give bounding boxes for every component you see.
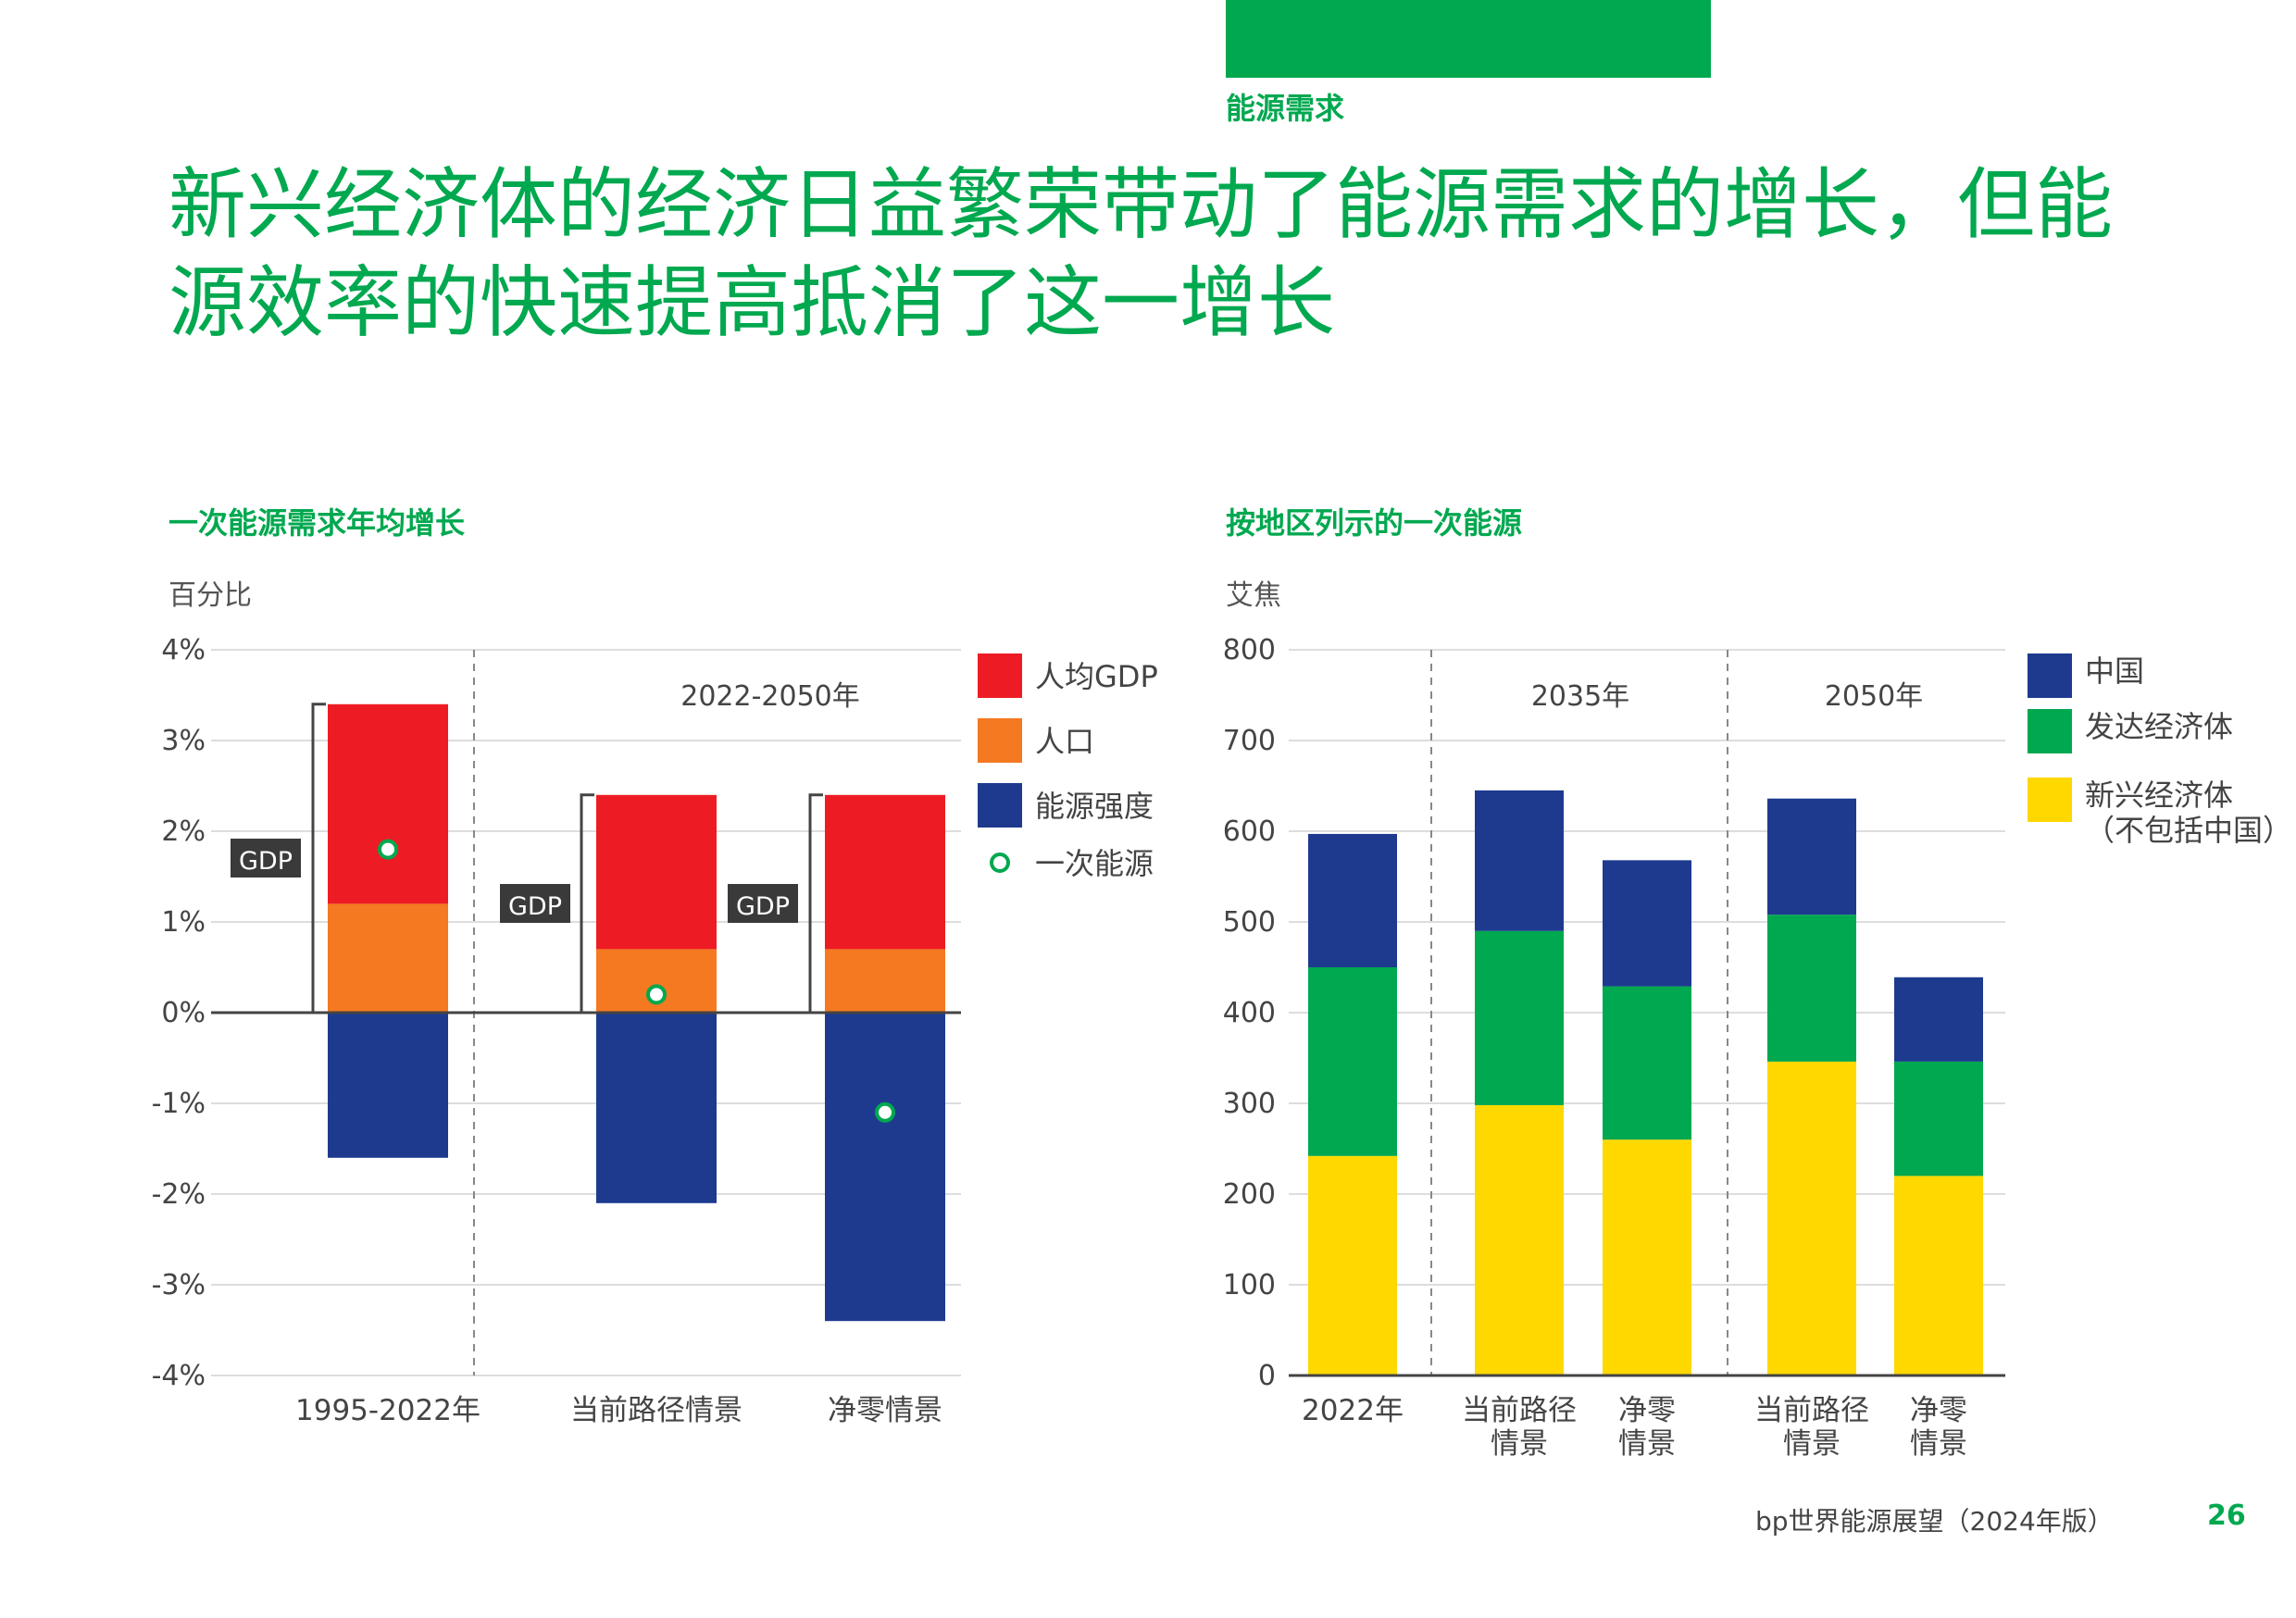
chart2-bar-developed (1767, 915, 1856, 1062)
chart2-unit-label: 艾焦 (1226, 579, 1281, 612)
chart2-bar-emerging (1308, 1155, 1397, 1375)
chart2-y-tick-label: 100 (1223, 1269, 1276, 1301)
chart1-title: 一次能源需求年均增长 (168, 505, 466, 541)
chart2-bar-emerging (1767, 1061, 1856, 1375)
chart1-bar-population (825, 949, 945, 1013)
chart2-y-tick-label: 700 (1223, 725, 1276, 757)
chart2-legend-label: 发达经济体 (2085, 709, 2233, 744)
chart2-legend-label: 中国 (2085, 653, 2144, 689)
chart1-period-label: 2022-2050年 (680, 680, 860, 713)
chart2-bar-developed (1475, 930, 1564, 1105)
chart1-legend-label: 人口 (1035, 724, 1094, 759)
chart2-bar-developed (1894, 1061, 1983, 1176)
chart1-gdp-bracket (808, 793, 823, 1014)
chart1-y-tick-label: -3% (152, 1269, 206, 1301)
chart2-y-tick-label: 200 (1223, 1178, 1276, 1211)
chart2-legend-swatch (2028, 709, 2072, 753)
chart2-bar-emerging (1475, 1104, 1564, 1375)
chart1-primary-energy-point (875, 1101, 895, 1123)
chart1-legend-label: 一次能源 (1035, 846, 1154, 881)
chart2-bar-emerging (1603, 1139, 1691, 1375)
chart1-y-tick-label: -1% (152, 1088, 206, 1120)
page-number: 26 (2207, 1500, 2246, 1532)
chart2-legend-swatch (2028, 653, 2072, 698)
chart1-y-tick-label: 0% (161, 997, 206, 1029)
chart2-x-tick-label: 当前路径情景 (1754, 1394, 1869, 1461)
chart1-gdp-bracket (311, 703, 326, 1014)
chart2-y-tick-label: 600 (1223, 815, 1276, 848)
top-accent-bar (1226, 0, 1711, 78)
chart1-x-tick-label: 净零情景 (828, 1394, 942, 1427)
chart1-gdp-label-box (728, 884, 798, 923)
chart2-y-tick-label: 800 (1223, 634, 1276, 666)
chart1-y-tick-label: 4% (161, 634, 206, 666)
chart2-x-tick-label: 净零情景 (1910, 1394, 1967, 1461)
chart1-x-tick-label: 1995-2022年 (295, 1394, 480, 1427)
chart1-unit-label: 百分比 (168, 579, 252, 612)
chart2-x-tick-label: 当前路径情景 (1462, 1394, 1577, 1461)
chart1-bar-population (328, 903, 448, 1013)
chart2-x-tick-label: 净零情景 (1618, 1394, 1676, 1461)
section-label: 能源需求 (1226, 91, 1345, 126)
chart1-bar-gdp-per-capita (596, 794, 717, 950)
chart1-bar-energy-intensity (596, 1013, 717, 1203)
chart2-legend-label: 新兴经济体（不包括中国） (2085, 778, 2292, 848)
chart1-gdp-label: GDP (736, 892, 790, 921)
chart2-bar-china (1603, 860, 1691, 987)
chart1-legend-swatch (978, 783, 1022, 828)
chart1-bar-energy-intensity (328, 1013, 448, 1158)
chart1-gdp-label: GDP (239, 847, 293, 876)
chart2-group-label: 2035年 (1531, 680, 1629, 713)
chart1-y-tick-label: 2% (161, 815, 206, 848)
chart2-legend-swatch (2028, 778, 2072, 822)
chart2-bar-china (1475, 790, 1564, 931)
chart2-group-label: 2050年 (1825, 680, 1923, 713)
chart1-primary-energy-point (378, 839, 398, 860)
chart2-y-tick-label: 400 (1223, 997, 1276, 1029)
chart1-gdp-label: GDP (508, 892, 562, 921)
chart2-y-tick-label: 300 (1223, 1088, 1276, 1120)
chart1-bar-energy-intensity (825, 1013, 945, 1322)
chart1-gdp-label-box (500, 884, 570, 923)
chart2-bar-china (1894, 977, 1983, 1062)
chart1-bar-gdp-per-capita (328, 703, 448, 904)
chart1-gdp-bracket (580, 793, 594, 1014)
chart1-y-tick-label: 3% (161, 725, 206, 757)
chart1-x-tick-label: 当前路径情景 (570, 1394, 742, 1427)
chart2-bar-emerging (1894, 1176, 1983, 1375)
chart1-legend-label: 人均GDP (1035, 659, 1158, 694)
chart1-bar-gdp-per-capita (825, 794, 945, 950)
chart2-x-tick-label: 2022年 (1302, 1394, 1404, 1427)
chart1-gdp-label-box (231, 839, 301, 877)
chart2-title: 按地区列示的一次能源 (1226, 505, 1523, 541)
chart1-legend-swatch (978, 718, 1022, 763)
chart1-y-tick-label: 1% (161, 906, 206, 939)
chart2-bar-developed (1603, 986, 1691, 1140)
chart2-bar-developed (1308, 967, 1397, 1156)
chart1-legend-label: 能源强度 (1035, 789, 1154, 824)
chart2-y-tick-label: 0 (1258, 1360, 1276, 1392)
chart2-bar-china (1767, 798, 1856, 915)
page-headline: 新兴经济体的经济日益繁荣带动了能源需求的增长，但能源效率的快速提高抵消了这一增长 (168, 159, 2114, 348)
footer-publication: bp世界能源展望（2024年版） (1755, 1506, 2114, 1537)
chart1-y-tick-label: -4% (152, 1360, 206, 1392)
chart2-y-tick-label: 500 (1223, 906, 1276, 939)
chart1-legend-marker (990, 853, 1010, 873)
chart1-legend-swatch (978, 653, 1022, 698)
chart1-primary-energy-point (646, 984, 667, 1005)
chart2-bar-china (1308, 833, 1397, 967)
chart1-y-tick-label: -2% (152, 1178, 206, 1211)
